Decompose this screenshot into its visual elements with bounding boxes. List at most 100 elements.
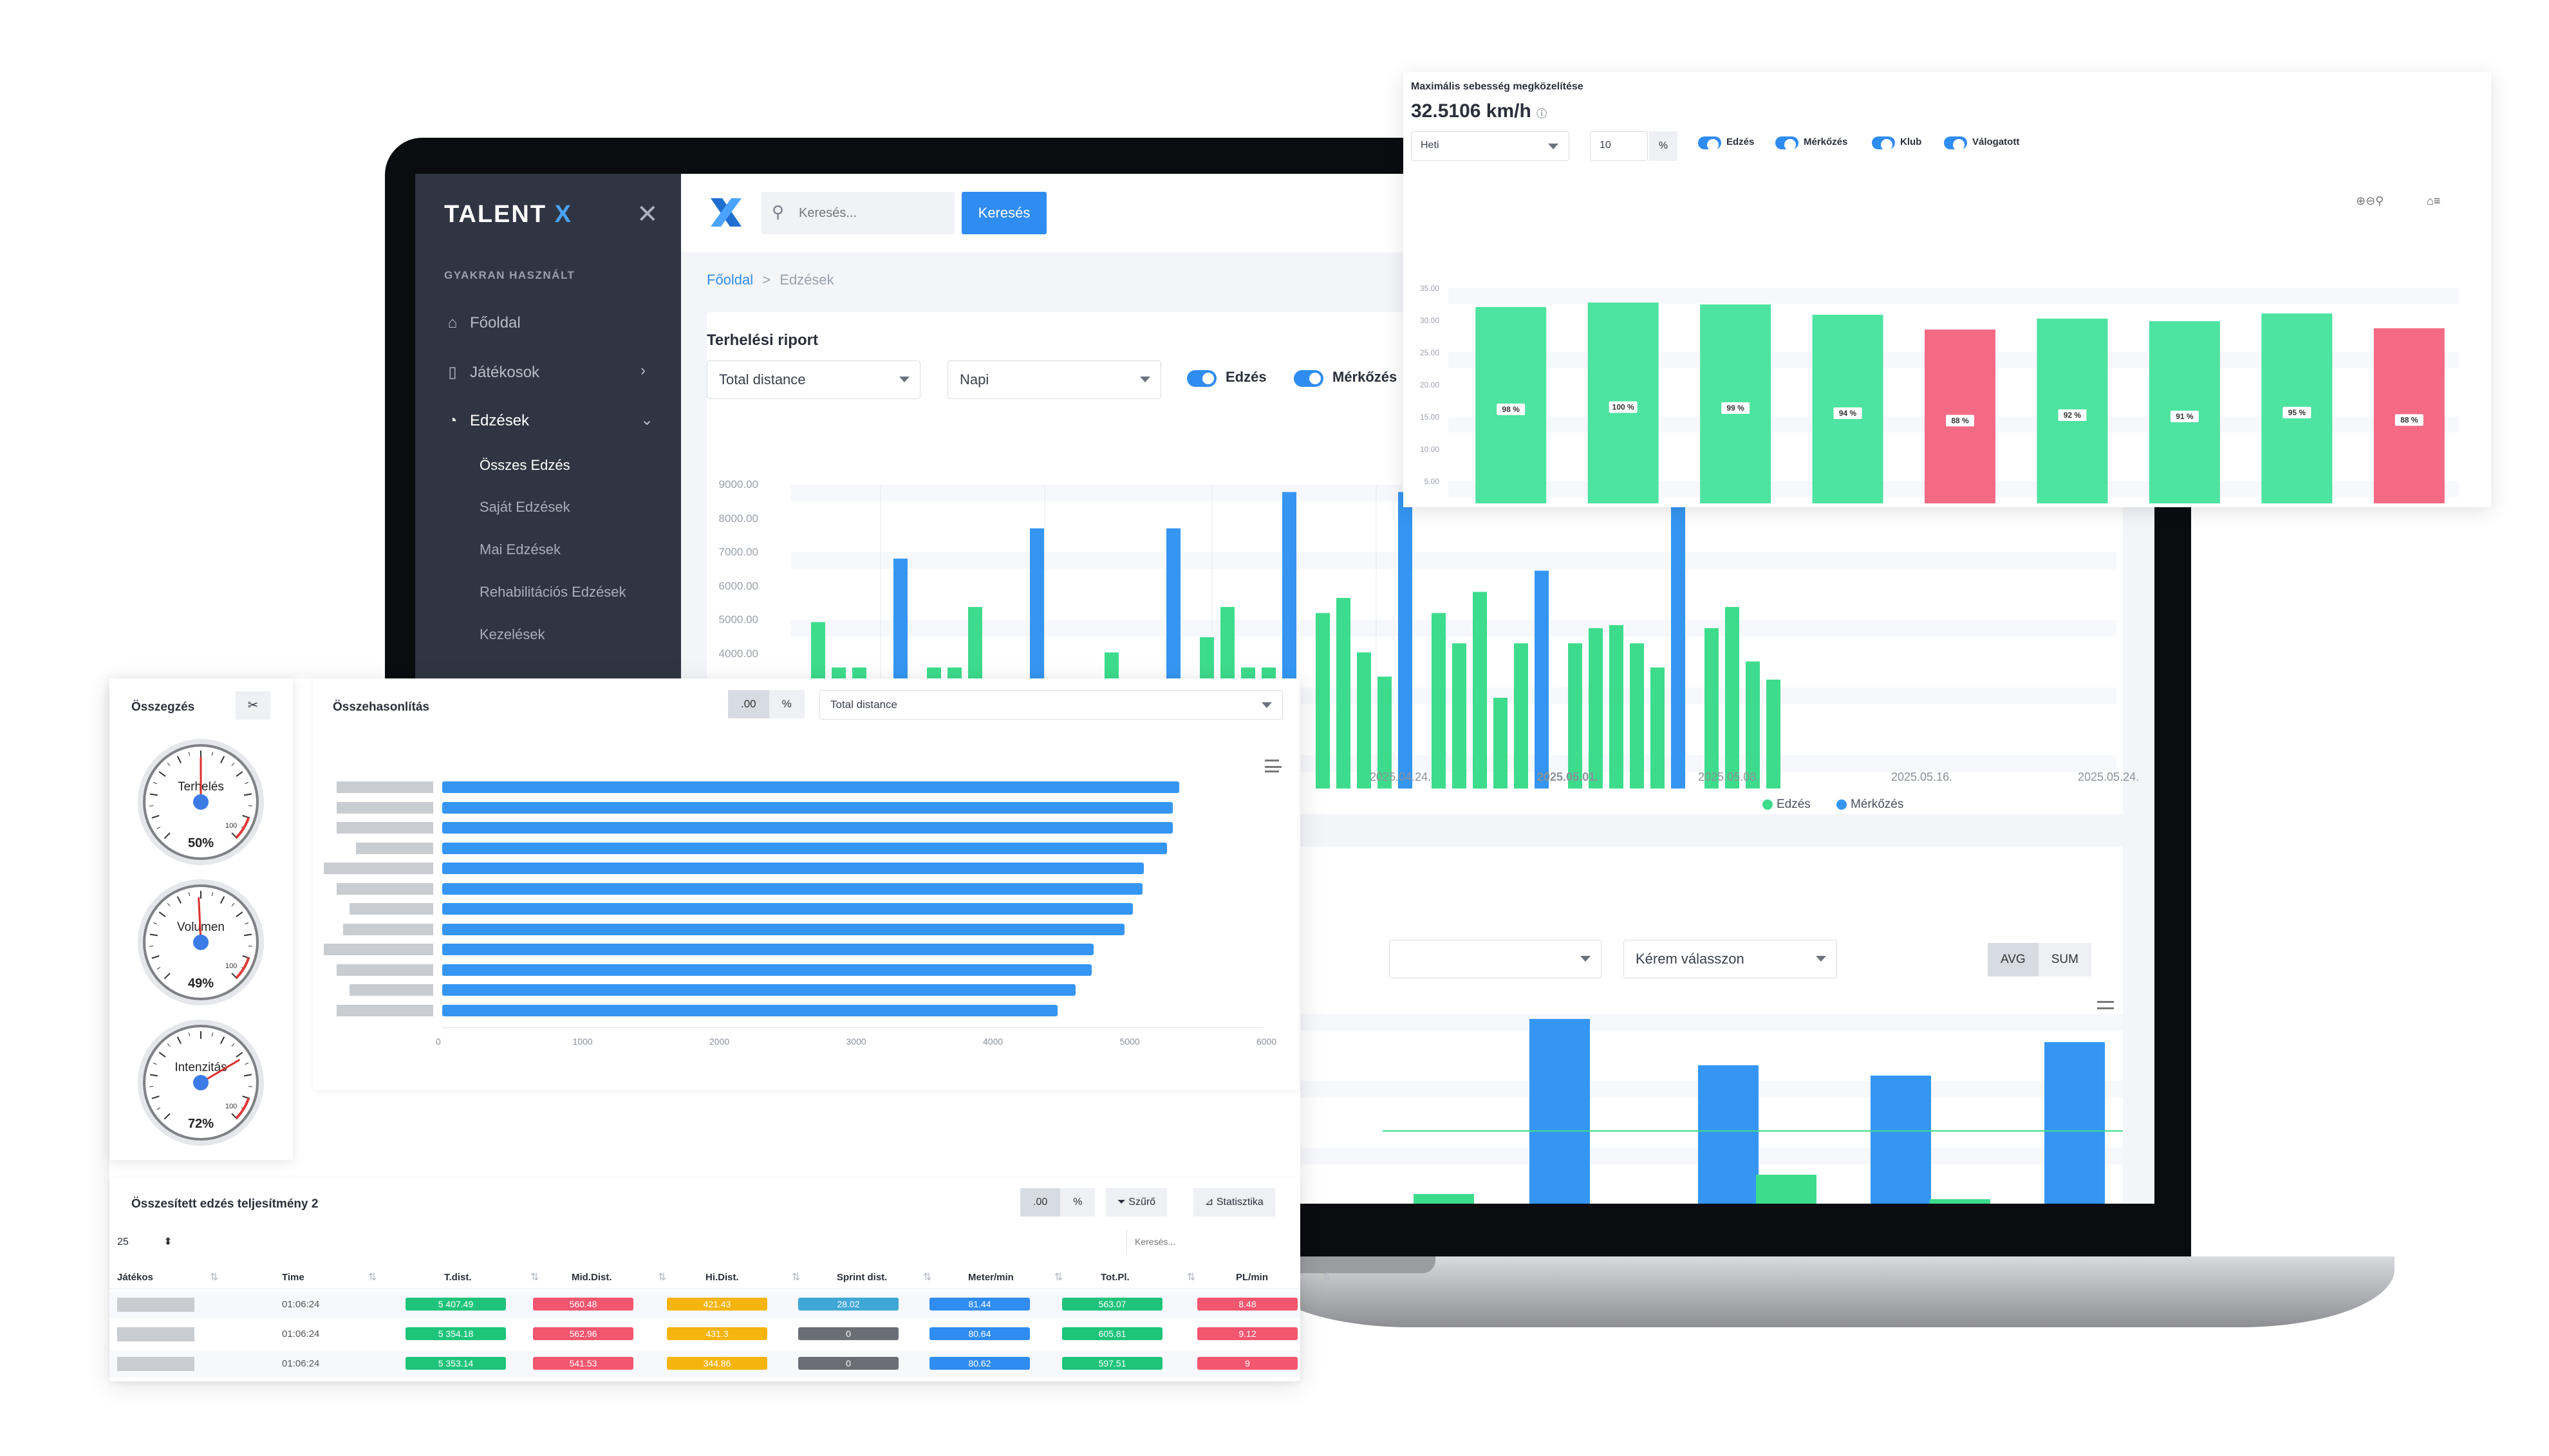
sort-icon[interactable]: ⇅ (792, 1272, 801, 1283)
training-bar[interactable] (1514, 643, 1528, 789)
statistics-button[interactable]: ⊿ Statisztika (1193, 1188, 1275, 1217)
sort-icon[interactable]: ⇅ (1322, 1272, 1331, 1283)
training-bar[interactable] (1432, 613, 1446, 789)
comparison-bar[interactable] (442, 822, 1173, 834)
sidebar-subitem-all[interactable]: Összes Edzés (480, 457, 570, 473)
lower-bar[interactable] (1930, 1199, 1990, 1204)
comparison-bar[interactable] (442, 964, 1092, 976)
percent-button[interactable]: % (769, 690, 805, 718)
table-header-7[interactable]: Tot.Pl. (1101, 1272, 1130, 1283)
speed-toggle-training[interactable] (1698, 136, 1721, 151)
search-button[interactable]: Keresés (962, 192, 1047, 234)
lower-bar[interactable] (1698, 1065, 1759, 1204)
sort-icon[interactable]: ⇅ (1187, 1272, 1196, 1283)
comparison-metric-select[interactable]: Total distance (819, 690, 1283, 720)
training-bar[interactable] (1493, 698, 1508, 789)
comparison-bar[interactable] (442, 1004, 1058, 1016)
comparison-bar[interactable] (442, 842, 1168, 854)
search-input[interactable] (798, 201, 948, 225)
avg-button[interactable]: AVG (1988, 943, 2039, 976)
sidebar-item-players[interactable]: ▯ Játékosok (444, 363, 539, 382)
training-bar[interactable] (1589, 628, 1603, 789)
app-logo[interactable]: TALENT X (444, 201, 572, 228)
speed-period-select[interactable]: Heti (1411, 131, 1569, 161)
lower-bar[interactable] (1871, 1076, 1931, 1204)
sort-icon[interactable]: ⇅ (530, 1272, 539, 1283)
sidebar-subitem-own[interactable]: Saját Edzések (480, 499, 570, 515)
legend-match[interactable]: Mérkőzés (1836, 798, 1903, 812)
training-bar[interactable] (1357, 652, 1371, 789)
sidebar-item-trainings[interactable]: ◔ Edzések (444, 412, 529, 430)
comparison-bar[interactable] (442, 863, 1144, 874)
chevron-down-icon[interactable]: ⌄ (640, 411, 654, 429)
comparison-menu-icon[interactable] (1265, 760, 1282, 772)
toggle-training[interactable] (1187, 370, 1217, 387)
sort-icon[interactable]: ⇅ (923, 1272, 932, 1283)
metric-select[interactable]: Total distance (707, 360, 920, 399)
speed-count-input[interactable]: 10 (1590, 131, 1648, 161)
training-bar[interactable] (1377, 677, 1392, 789)
training-bar[interactable] (1473, 592, 1487, 789)
expand-icon[interactable]: ✂ (236, 691, 270, 720)
sidebar-item-home[interactable]: ⌂ Főoldal (444, 314, 521, 332)
comparison-bar[interactable] (442, 882, 1143, 895)
comparison-bar[interactable] (442, 801, 1173, 814)
toggle-match[interactable] (1294, 370, 1323, 387)
sort-icon[interactable]: ⇅ (1054, 1272, 1063, 1283)
table-header-4[interactable]: Hi.Dist. (705, 1272, 739, 1283)
training-bar[interactable] (1725, 607, 1739, 789)
sum-button[interactable]: SUM (2038, 943, 2091, 976)
table-header-8[interactable]: PL/min (1236, 1272, 1269, 1283)
legend-training[interactable]: Edzés (1762, 798, 1811, 812)
training-bar[interactable] (1766, 679, 1780, 789)
sidebar-subitem-today[interactable]: Mai Edzések (480, 541, 561, 557)
sidebar-subitem-rehab[interactable]: Rehabilitációs Edzések (480, 584, 626, 600)
breadcrumb-home[interactable]: Főoldal (707, 272, 754, 288)
comparison-bar[interactable] (442, 781, 1180, 793)
comparison-bar[interactable] (442, 984, 1076, 996)
match-bar[interactable] (1535, 570, 1549, 789)
period-select[interactable]: Napi (948, 360, 1161, 399)
lower-bar[interactable] (1529, 1019, 1590, 1204)
page-size-select[interactable]: 25 ⬍ (117, 1237, 173, 1247)
table-decimal-button[interactable]: .00 (1020, 1188, 1061, 1217)
table-search-input[interactable] (1134, 1229, 1278, 1254)
training-bar[interactable] (1452, 643, 1466, 789)
sidebar-subitem-treatments[interactable]: Kezelések (480, 626, 545, 642)
comparison-bar[interactable] (442, 944, 1094, 955)
table-header-0[interactable]: Játékos (117, 1272, 153, 1283)
table-percent-button[interactable]: % (1060, 1188, 1096, 1217)
comparison-bar[interactable] (442, 923, 1125, 935)
table-header-2[interactable]: T.dist. (444, 1272, 472, 1283)
speed-toggle-national[interactable] (1944, 136, 1967, 151)
lower-bar[interactable] (1756, 1175, 1816, 1204)
filter-button[interactable]: ⏷ Szűrő (1106, 1188, 1168, 1217)
sort-icon[interactable]: ⇅ (210, 1272, 219, 1283)
brand-x-icon[interactable] (707, 193, 745, 232)
table-header-1[interactable]: Time (282, 1272, 304, 1283)
match-bar[interactable] (1398, 492, 1412, 789)
chevron-right-icon[interactable]: › (640, 362, 646, 379)
sort-icon[interactable]: ⇅ (658, 1272, 667, 1283)
training-bar[interactable] (1746, 661, 1760, 789)
sort-icon[interactable]: ⇅ (368, 1272, 377, 1283)
lower-bar[interactable] (1414, 1194, 1474, 1204)
speed-toggle-match[interactable] (1775, 136, 1798, 151)
lower-bar[interactable] (2044, 1042, 2105, 1204)
table-header-6[interactable]: Meter/min (968, 1272, 1014, 1283)
training-bar[interactable] (1336, 597, 1350, 789)
training-bar[interactable] (1316, 613, 1330, 789)
match-bar[interactable] (1671, 498, 1685, 789)
comparison-bar[interactable] (442, 903, 1134, 915)
info-icon[interactable]: ⓘ (1536, 109, 1547, 120)
table-header-5[interactable]: Sprint dist. (837, 1272, 888, 1283)
close-icon[interactable]: ✕ (637, 200, 658, 229)
training-bar[interactable] (1568, 643, 1582, 789)
table-header-3[interactable]: Mid.Dist. (572, 1272, 612, 1283)
training-bar[interactable] (1609, 625, 1623, 789)
speed-toggle-club[interactable] (1872, 136, 1895, 151)
training-bar[interactable] (1630, 643, 1644, 789)
filter-select-1[interactable] (1389, 940, 1601, 978)
zoom-icons[interactable]: ⊕⊖⚲ (2356, 194, 2384, 207)
decimal-button[interactable]: .00 (728, 690, 769, 718)
